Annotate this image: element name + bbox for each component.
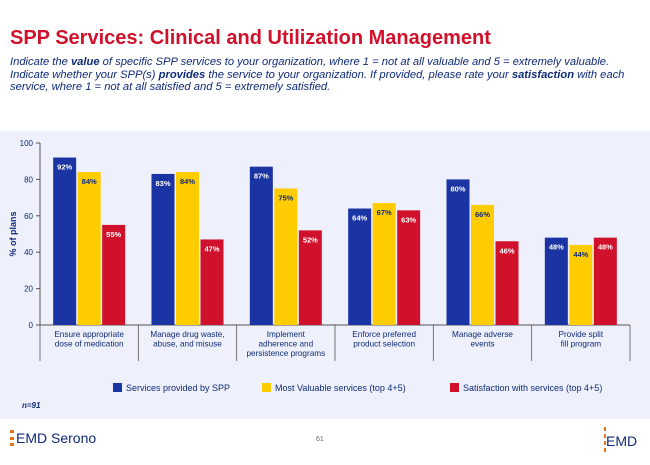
chart-panel: 0 20 40 60 80 100 % of plans 92% 84% 55% Ensure ap… (0, 131, 650, 419)
bar (593, 237, 617, 325)
logo-bar-icon (604, 427, 606, 431)
subtitle-text: of specific SPP services to your organiz… (10, 56, 610, 81)
bar-value-label: 75% (278, 194, 293, 203)
logo-mark-icon (10, 430, 14, 446)
subtitle-emphasis: satisfaction (511, 68, 575, 81)
bar (471, 204, 494, 325)
category-label: Ensure appropriate (54, 330, 124, 339)
bar-value-label: 63% (401, 215, 416, 224)
category-label: dose of medication (55, 340, 124, 349)
bar (151, 173, 175, 325)
category-label: abuse, and misuse (153, 340, 222, 349)
category-label: Implement (267, 330, 306, 339)
subtitle-text: Indicate the (10, 56, 71, 68)
bar (495, 241, 519, 325)
sample-size-note: n=91 (22, 401, 41, 410)
bar-value-label: 84% (82, 177, 97, 186)
y-tick-label: 60 (24, 212, 33, 221)
bar (348, 208, 372, 325)
bar-chart: 0 20 40 60 80 100 % of plans 92% 84% 55% Ensure ap… (8, 139, 631, 393)
bar-value-label: 83% (155, 179, 170, 188)
category-label: Manage drug waste, (150, 330, 224, 339)
category-label: product selection (353, 340, 415, 349)
legend-label: Most Valuable services (top 4+5) (275, 383, 406, 393)
subtitle-emphasis: value (70, 56, 100, 68)
footer: EMD Serono 61 EMD (0, 419, 650, 465)
category-label: Enforce preferred (352, 330, 416, 339)
category-label: Provide split (559, 330, 604, 339)
y-tick-label: 80 (24, 175, 33, 184)
page-title: SPP Services: Clinical and Utilization M… (10, 27, 491, 49)
y-axis-label: % of plans (8, 211, 18, 256)
bar (274, 188, 298, 325)
bar-value-label: 84% (180, 177, 195, 186)
y-tick-label: 100 (20, 139, 34, 148)
bar (249, 166, 273, 325)
logo-bar-icon (604, 448, 606, 452)
logo-bar-icon (604, 441, 606, 445)
category-label: Manage adverse (452, 330, 513, 339)
logo-bar-icon (604, 434, 606, 438)
bar-value-label: 64% (352, 214, 367, 223)
bar (446, 179, 470, 325)
emd-serono-logo: EMD Serono (10, 430, 96, 446)
subtitle-emphasis: provides (158, 68, 206, 81)
legend-swatch (262, 383, 271, 392)
page-subtitle: Indicate the value of specific SPP servi… (10, 56, 638, 94)
y-tick-label: 20 (24, 285, 33, 294)
bar (176, 172, 199, 325)
bar-value-label: 67% (377, 208, 392, 217)
y-tick-label: 40 (24, 248, 33, 257)
subtitle-text: with each service, where 1 = not at all … (10, 68, 625, 94)
legend-label: Satisfaction with services (top 4+5) (463, 383, 602, 393)
bar-value-label: 44% (573, 250, 588, 259)
category-label: fill program (561, 340, 602, 349)
emd-logo-text: EMD (606, 433, 638, 449)
page-number: 61 (316, 436, 324, 443)
bar (569, 244, 593, 325)
bar (102, 224, 126, 325)
bar (298, 230, 322, 325)
y-tick-label: 0 (29, 321, 34, 330)
bar-value-label: 92% (57, 163, 72, 172)
emd-serono-logo-text: EMD Serono (16, 430, 97, 446)
category-label: persistence programs (246, 349, 325, 358)
bar-value-label: 80% (450, 184, 465, 193)
bar-value-label: 48% (549, 243, 564, 252)
bar (200, 239, 224, 325)
legend-swatch (113, 383, 122, 392)
bar (372, 203, 396, 325)
subtitle-text: the service to your organization. If pro… (205, 68, 512, 81)
category-label: adherence and (259, 340, 314, 349)
bar (544, 237, 568, 325)
legend-label: Services provided by SPP (126, 383, 230, 393)
category-label: events (470, 340, 494, 349)
bar-value-label: 46% (499, 246, 514, 255)
bar-value-label: 55% (106, 230, 121, 239)
emd-logo: EMD (600, 425, 640, 457)
bar-value-label: 87% (254, 172, 269, 181)
bar (53, 157, 77, 325)
bar (397, 210, 421, 325)
bar (77, 172, 101, 325)
legend-swatch (450, 383, 459, 392)
bar-value-label: 48% (598, 243, 613, 252)
bar-value-label: 66% (475, 210, 490, 219)
bar-value-label: 47% (204, 244, 219, 253)
bar-value-label: 52% (303, 235, 318, 244)
